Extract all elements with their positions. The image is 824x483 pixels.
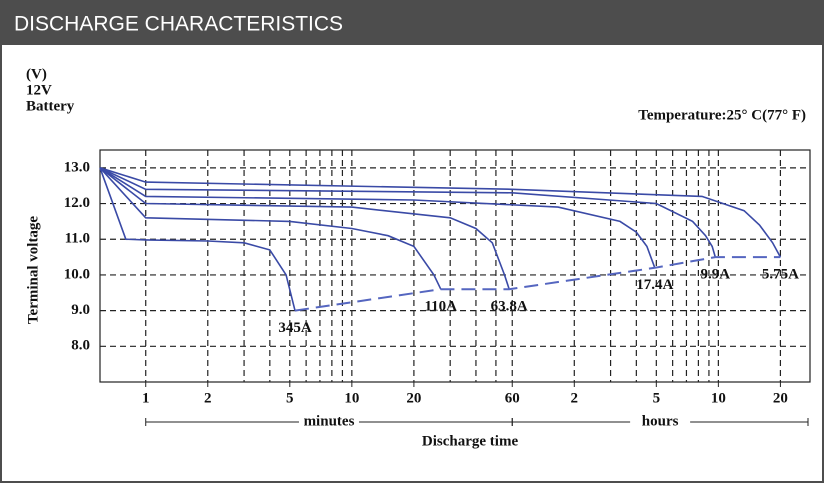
discharge-curve [99, 167, 782, 258]
span-label-bg [630, 415, 691, 429]
x-tick-label: 5 [653, 390, 661, 406]
discharge-curve [99, 167, 296, 311]
curve-label: 63.8A [491, 299, 528, 315]
discharge-curve [99, 167, 656, 269]
x-tick-label: 1 [142, 390, 150, 406]
x-tick-label: 2 [204, 390, 212, 406]
x-tick-label: 5 [286, 390, 294, 406]
header-bar [0, 0, 824, 45]
plot-border [99, 149, 811, 383]
discharge-curve [99, 167, 442, 290]
span-label-bg [298, 415, 359, 429]
curve-label: 110A [425, 299, 458, 315]
header-title: DISCHARGE CHARACTERISTICS [14, 13, 343, 36]
y-tick-label: 10.0 [64, 266, 90, 282]
discharge-curve [99, 167, 510, 290]
curve-label: 17.4A [636, 277, 673, 293]
x-tick-label: 20 [406, 390, 421, 406]
span-label: minutes [304, 413, 355, 429]
x-tick-label: 20 [773, 390, 788, 406]
discharge-curve [99, 167, 717, 258]
curve-label: 9.9A [701, 267, 731, 283]
y-axis-label: Terminal voltage [25, 216, 41, 325]
y-tick-label: 9.0 [71, 302, 90, 318]
x-tick-label: 10 [711, 390, 726, 406]
y-tick-label: 12.0 [64, 195, 90, 211]
x-tick-label: 10 [344, 390, 359, 406]
battery-label: Battery [26, 98, 75, 114]
unit-label: (V) [26, 66, 47, 82]
y-tick-label: 11.0 [65, 231, 90, 247]
span-label: hours [642, 413, 679, 429]
battery-voltage: 12V [26, 82, 52, 98]
x-axis-label: Discharge time [422, 433, 519, 449]
curve-label: 5.75A [762, 267, 799, 283]
x-tick-label: 2 [571, 390, 579, 406]
temperature: Temperature:25° C(77° F) [638, 107, 806, 123]
y-tick-label: 13.0 [64, 159, 90, 175]
x-tick-label: 60 [505, 390, 520, 406]
y-tick-label: 8.0 [71, 338, 90, 354]
curve-label: 345A [278, 320, 312, 336]
